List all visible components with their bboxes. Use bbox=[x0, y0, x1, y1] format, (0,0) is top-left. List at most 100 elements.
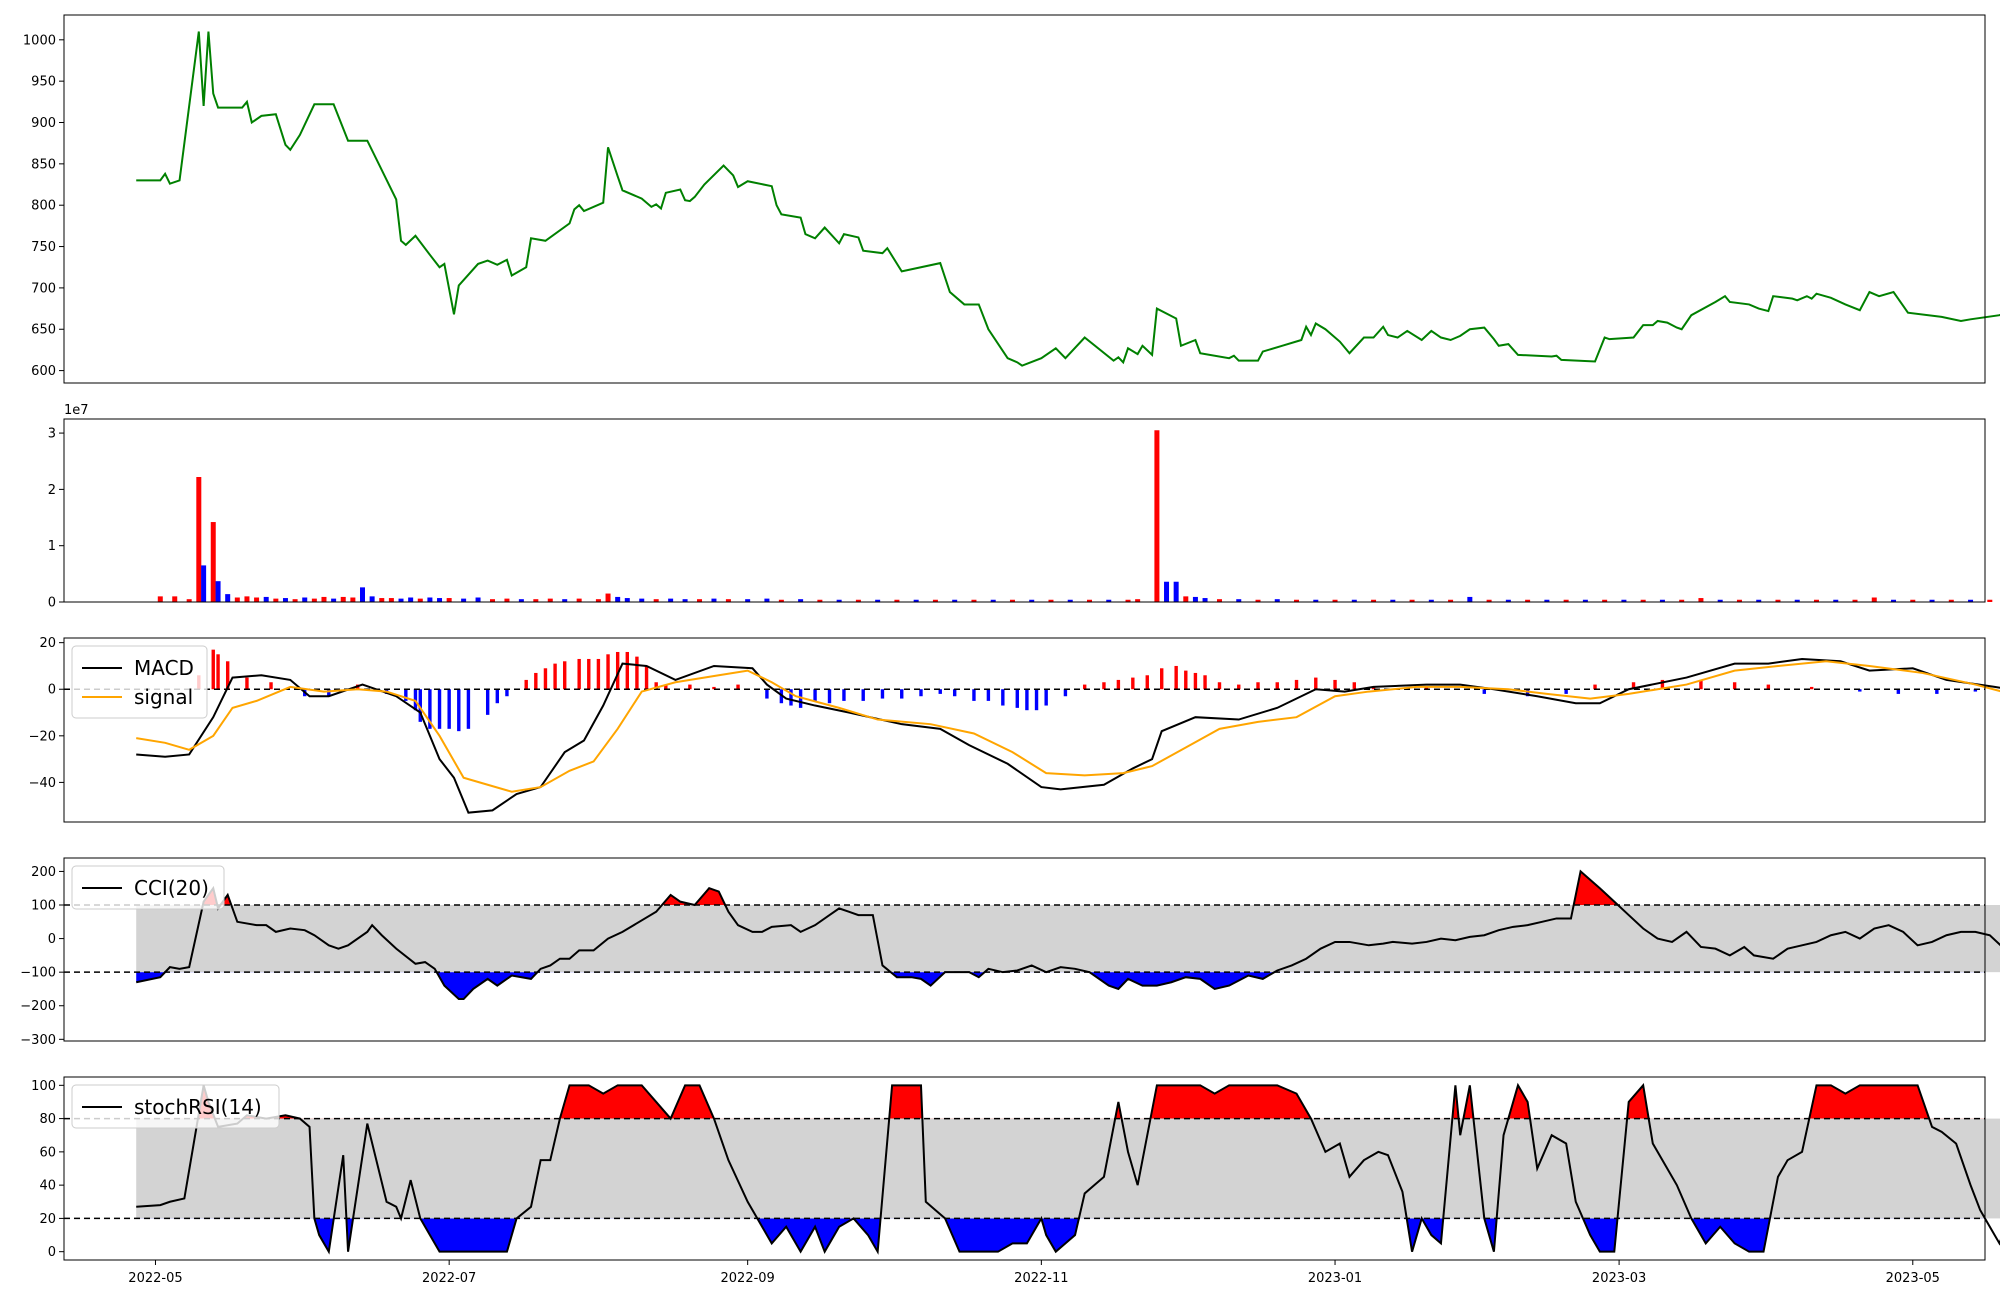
volume-bar bbox=[1582, 599, 1588, 602]
y-tick-label: 950 bbox=[31, 75, 56, 90]
legend-box bbox=[71, 645, 208, 719]
cci-line bbox=[136, 869, 2000, 1001]
volume-bar bbox=[624, 598, 630, 602]
volume-bar bbox=[1505, 599, 1511, 602]
volume-bar bbox=[408, 597, 414, 602]
y-tick-label: 1000 bbox=[23, 33, 56, 48]
volume-bar bbox=[1544, 599, 1550, 602]
volume-bar bbox=[1987, 599, 1993, 602]
volume-bar bbox=[1968, 599, 1974, 602]
macd-histogram-bar bbox=[952, 689, 957, 697]
volume-bar bbox=[1164, 581, 1170, 602]
volume-bar bbox=[653, 599, 659, 602]
shared-x-axis: 2022-05 2022-07 2022-09 2022-11 2023-01 2023-… bbox=[128, 1260, 1940, 1286]
macd-histogram-bar bbox=[1809, 686, 1814, 690]
macd-histogram-bar bbox=[664, 684, 668, 690]
volume-bar bbox=[1029, 599, 1035, 602]
volume-bar bbox=[489, 599, 495, 602]
volume-bar bbox=[1756, 599, 1762, 602]
macd-histogram-bar bbox=[466, 689, 471, 729]
volume-bar bbox=[1852, 599, 1858, 602]
macd-histogram-bar bbox=[1217, 682, 1222, 690]
macd-histogram-bar bbox=[606, 654, 610, 690]
y-tick-label: 650 bbox=[31, 323, 56, 338]
y-tick-label: 2 bbox=[48, 483, 56, 498]
volume-bar bbox=[210, 522, 216, 602]
macd-histogram-bar bbox=[1063, 689, 1068, 697]
macd-histogram-bar bbox=[1631, 682, 1636, 690]
volume-bar bbox=[547, 598, 553, 602]
macd-histogram-bar bbox=[1102, 682, 1106, 690]
volume-bar bbox=[1390, 599, 1396, 602]
macd-histogram-bar bbox=[1333, 679, 1337, 690]
macd-histogram-bar bbox=[1193, 672, 1198, 690]
stochrsi-line bbox=[136, 1082, 2000, 1255]
macd-histogram-bar bbox=[1082, 684, 1087, 690]
macd-histogram-bar bbox=[615, 651, 620, 690]
volume-bar bbox=[990, 599, 996, 602]
macd-histogram-bar bbox=[1174, 665, 1178, 690]
volume-bar bbox=[244, 596, 250, 602]
volume-bar bbox=[697, 599, 703, 602]
macd-histogram-bar bbox=[577, 658, 581, 690]
volume-bar bbox=[1640, 599, 1646, 602]
macd-histogram-bar bbox=[1001, 689, 1005, 706]
legend-label: signal bbox=[134, 685, 193, 709]
volume-bar bbox=[196, 477, 202, 602]
volume-bar bbox=[225, 594, 231, 602]
macd-histogram-bar bbox=[938, 689, 942, 694]
x-tick-label: 2022-07 bbox=[422, 1271, 476, 1286]
volume-bar bbox=[292, 599, 298, 602]
volume-bar bbox=[1067, 599, 1073, 602]
macd-histogram-bar bbox=[1116, 679, 1121, 690]
macd-histogram-bar bbox=[216, 654, 220, 690]
volume-bar bbox=[1202, 598, 1208, 602]
volume-bar bbox=[1351, 599, 1357, 602]
volume-bar bbox=[331, 598, 337, 602]
x-tick-label: 2023-03 bbox=[1592, 1271, 1646, 1286]
volume-bar bbox=[263, 596, 269, 602]
volume-bar bbox=[1775, 599, 1781, 602]
y-tick-label: −300 bbox=[20, 1033, 56, 1048]
volume-bar bbox=[639, 598, 645, 602]
axes-frame bbox=[63, 637, 1986, 823]
volume-bar bbox=[533, 599, 539, 602]
volume-bar bbox=[1679, 599, 1685, 602]
macd-histogram-bar bbox=[644, 665, 649, 690]
legend-box bbox=[71, 865, 225, 910]
y-tick-label: −100 bbox=[20, 966, 56, 981]
y-tick-label: 600 bbox=[31, 364, 56, 379]
macd-histogram-bar bbox=[972, 689, 976, 701]
volume-bar bbox=[1216, 599, 1222, 602]
macd-histogram-bar bbox=[625, 651, 629, 690]
volume-bar bbox=[388, 598, 394, 602]
y-tick-label: −40 bbox=[29, 776, 56, 791]
macd-histogram-bar bbox=[563, 661, 567, 690]
y-tick-label: 100 bbox=[31, 899, 56, 914]
legend-box bbox=[71, 1084, 280, 1129]
neutral-band bbox=[136, 1118, 2000, 1219]
stochrsi-panel: 0 20 40 60 80 100 stochRSI(14) bbox=[31, 1076, 2000, 1261]
neutral-band bbox=[136, 905, 2000, 973]
volume-bar bbox=[913, 599, 919, 602]
macd-histogram-bar bbox=[986, 689, 991, 701]
axes-frame bbox=[63, 418, 1986, 603]
volume-bar bbox=[798, 599, 804, 602]
volume-bar bbox=[778, 599, 784, 602]
y-tick-label: 40 bbox=[39, 1179, 56, 1194]
macd-histogram-bar bbox=[1766, 684, 1771, 690]
macd-line bbox=[136, 657, 2000, 814]
macd-histogram-bar bbox=[211, 649, 215, 690]
volume-bar bbox=[595, 599, 601, 602]
macd-histogram-bar bbox=[505, 689, 509, 697]
macd-panel: −40 −20 0 20 MACD signal bbox=[29, 636, 2000, 823]
volume-bar bbox=[615, 596, 621, 602]
macd-histogram-bar bbox=[413, 689, 418, 711]
volume-bar bbox=[711, 598, 717, 602]
macd-histogram-bar bbox=[765, 689, 769, 699]
macd-histogram-bar bbox=[457, 689, 461, 732]
volume-bar bbox=[1717, 599, 1723, 602]
volume-bar bbox=[1332, 599, 1338, 602]
y-tick-label: −20 bbox=[29, 729, 56, 744]
